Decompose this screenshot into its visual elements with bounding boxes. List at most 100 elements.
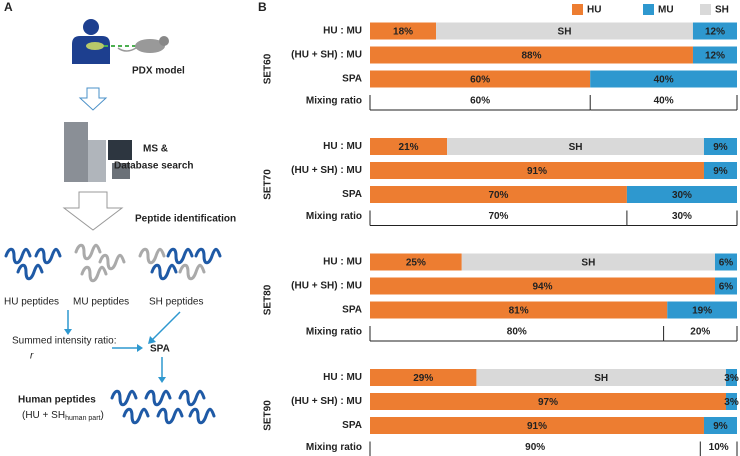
row-label: (HU + SH) : MU (291, 281, 362, 292)
bar-segment (370, 22, 437, 40)
human-peptides (110, 389, 216, 425)
row-label: HU : MU (323, 372, 362, 383)
legend-swatch (643, 4, 654, 15)
mixing-label: 30% (672, 211, 692, 222)
segment-label: SH (569, 142, 583, 153)
panel-label: A (4, 0, 13, 14)
bar-segment (447, 138, 704, 155)
row-label: SPA (342, 420, 362, 431)
bar-segment (692, 46, 737, 64)
ratio-label: Summed intensity ratio: (12, 336, 117, 347)
row-label: Mixing ratio (306, 327, 362, 338)
chart-title: SET90 (263, 400, 274, 431)
row-label: HU : MU (323, 141, 362, 152)
bar-segment (725, 393, 737, 410)
human-sub-index: human part (65, 415, 100, 422)
ratio-symbol: r (30, 351, 34, 362)
bar-segment (370, 46, 693, 64)
bar-segment (370, 70, 591, 88)
mixing-label: 60% (470, 96, 490, 107)
row-label: SPA (342, 74, 362, 85)
mixing-label: 10% (709, 442, 729, 453)
row-label: HU : MU (323, 26, 362, 37)
bar-segment (692, 22, 737, 40)
bar-segment (703, 138, 737, 155)
row-label: (HU + SH) : MU (291, 396, 362, 407)
group-label: SH peptides (149, 297, 203, 308)
bar-segment (725, 369, 737, 386)
value-label: 40% (654, 75, 674, 86)
bar-segment (370, 369, 477, 386)
row-label: HU : MU (323, 257, 362, 268)
bar-segment (370, 186, 627, 203)
group-label: MU peptides (73, 297, 129, 308)
group-label: HU peptides (4, 297, 59, 308)
value-label: 3% (724, 397, 739, 408)
bar-segment (703, 162, 737, 179)
mixing-label: 40% (654, 96, 674, 107)
bar-segment (461, 253, 715, 271)
chart-title: SET80 (263, 284, 274, 315)
value-label: 88% (521, 51, 541, 62)
ms-label: MS & (143, 144, 168, 155)
value-label: 12% (705, 51, 725, 62)
value-label: 6% (719, 258, 734, 269)
value-label: 70% (488, 190, 508, 201)
value-label: 91% (527, 421, 547, 432)
value-label: 94% (532, 282, 552, 293)
bar-segment (436, 22, 693, 40)
row-label: (HU + SH) : MU (291, 50, 362, 61)
arrow (62, 191, 124, 231)
mixing-label: 90% (525, 442, 545, 453)
bar-segment (714, 277, 737, 295)
chart-title: SET70 (263, 169, 274, 200)
human-sub: (HU + SHhuman part) (22, 410, 104, 422)
mixing-label: 70% (488, 211, 508, 222)
ms-label: Database search (114, 161, 194, 172)
bar-segment (714, 253, 737, 271)
segment-label: SH (594, 373, 608, 384)
bar-segment (626, 186, 737, 203)
human-sub-text: ) (100, 410, 103, 421)
value-label: 3% (724, 373, 739, 384)
identification-label: Peptide identification (135, 214, 236, 225)
value-label: 9% (713, 421, 728, 432)
value-label: 18% (393, 27, 413, 38)
bar-segment (370, 162, 704, 179)
bar-segment (370, 253, 462, 271)
row-label: Mixing ratio (306, 442, 362, 453)
value-label: 30% (672, 190, 692, 201)
legend-swatch (572, 4, 583, 15)
legend-label: MU (658, 5, 674, 16)
mu-peptides (74, 243, 126, 283)
value-label: 19% (692, 306, 712, 317)
value-label: 97% (538, 397, 558, 408)
pdx-icon (72, 19, 169, 64)
human-label: Human peptides (18, 395, 96, 406)
legend-label: SH (715, 5, 729, 16)
bar-segment (370, 301, 668, 319)
bar-segment (370, 417, 704, 434)
arrow (78, 87, 108, 111)
mixing-label: 20% (690, 327, 710, 338)
row-label: SPA (342, 189, 362, 200)
value-label: 12% (705, 27, 725, 38)
row-label: (HU + SH) : MU (291, 165, 362, 176)
row-label: Mixing ratio (306, 211, 362, 222)
value-label: 6% (719, 282, 734, 293)
value-label: 81% (509, 306, 529, 317)
bar-segment (703, 417, 737, 434)
value-label: 21% (399, 142, 419, 153)
value-label: 9% (713, 142, 728, 153)
value-label: 25% (406, 258, 426, 269)
bar-segment (667, 301, 737, 319)
value-label: 9% (713, 166, 728, 177)
pdx-label: PDX model (132, 66, 185, 77)
bar-segment (590, 70, 737, 88)
chart-title: SET60 (263, 53, 274, 84)
bar-segment (370, 138, 448, 155)
bar-segment (370, 277, 715, 295)
bar-segment (370, 393, 726, 410)
ms-icon (64, 122, 132, 182)
